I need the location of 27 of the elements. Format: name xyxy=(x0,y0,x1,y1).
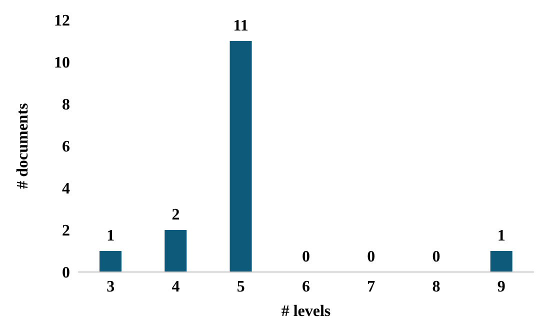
y-tick-label: 12 xyxy=(54,12,70,30)
x-tick-label: 9 xyxy=(497,278,506,296)
data-label: 0 xyxy=(367,248,376,266)
y-tick-label: 0 xyxy=(62,264,70,282)
data-label: 2 xyxy=(172,206,180,224)
x-tick-label: 4 xyxy=(172,278,180,296)
y-tick-label: 4 xyxy=(62,180,70,198)
x-tick-label: 6 xyxy=(302,278,310,296)
bar xyxy=(99,251,122,272)
data-label: 0 xyxy=(302,248,310,266)
x-tick-label: 7 xyxy=(367,278,376,296)
data-label: 1 xyxy=(497,227,506,244)
data-label: 1 xyxy=(106,227,115,244)
y-tick-label: 8 xyxy=(62,96,70,114)
data-label: 0 xyxy=(432,248,440,266)
x-tick-label: 3 xyxy=(106,278,115,296)
y-tick-label: 2 xyxy=(62,222,70,240)
bar xyxy=(490,251,512,272)
x-tick-label: 8 xyxy=(432,278,440,296)
bar xyxy=(230,41,252,272)
x-axis-title: # levels xyxy=(281,303,331,320)
y-tick-label: 6 xyxy=(62,138,70,156)
y-tick-label: 10 xyxy=(54,54,70,72)
bar xyxy=(164,230,187,272)
y-axis-title: # documents xyxy=(14,103,32,189)
data-label: 11 xyxy=(233,17,248,34)
x-tick-label: 5 xyxy=(236,278,245,296)
